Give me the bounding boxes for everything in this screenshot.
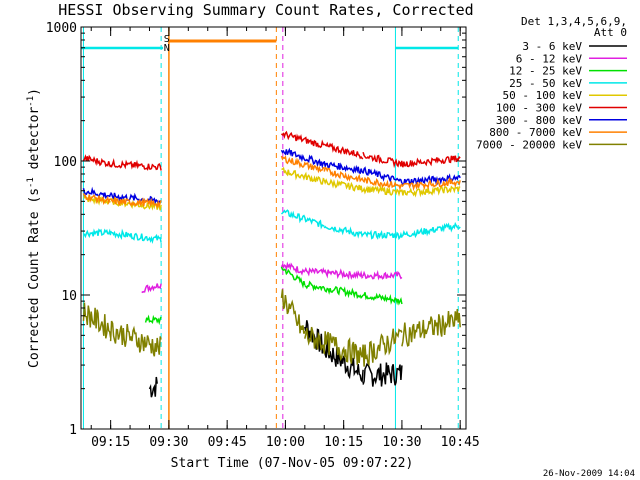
- series-line-7000-20000-keV: [82, 289, 461, 367]
- x-tick-label-10:15: 10:15: [324, 435, 363, 450]
- series-line-6-12-keV: [141, 261, 403, 294]
- svg-text:Corrected Count Rate (s-1 dete: Corrected Count Rate (s-1 detector-1): [26, 88, 42, 368]
- y-axis-label: Corrected Count Rate (s-1 detector-1): [26, 88, 42, 368]
- plot-frame: [80, 26, 467, 430]
- legend-label-0: 3 - 6 keV: [522, 40, 582, 53]
- legend-header-0: Det 1,3,4,5,6,9,: [521, 15, 627, 28]
- flag-s-label: S: [164, 34, 170, 45]
- series-line-12-25-keV: [144, 266, 403, 326]
- y-ticks: 1 10 100 1000: [46, 21, 466, 438]
- legend-header-1: Att 0: [594, 26, 627, 39]
- timestamp: 26-Nov-2009 14:04: [543, 469, 635, 479]
- x-tick-label-10:30: 10:30: [382, 435, 421, 450]
- series-line-800-7000-keV: [82, 155, 461, 209]
- flag-n-label: N: [164, 43, 170, 54]
- y-tick-label-1: 1: [69, 423, 77, 438]
- x-tick-label-09:15: 09:15: [91, 435, 130, 450]
- legend-label-5: 100 - 300 keV: [496, 102, 582, 115]
- series-line-25-50-keV: [83, 209, 461, 244]
- legend-label-6: 300 - 800 keV: [496, 114, 582, 127]
- series-line-3-6-keV: [148, 320, 403, 398]
- series-line-100-300-keV: [82, 130, 461, 171]
- legend-label-4: 50 - 100 keV: [503, 89, 583, 102]
- chart-title: HESSI Observing Summary Count Rates, Cor…: [58, 1, 473, 19]
- x-tick-label-10:45: 10:45: [441, 435, 480, 450]
- y-tick-label-10: 10: [61, 289, 77, 304]
- x-axis-label: Start Time (07-Nov-05 09:07:22): [171, 456, 414, 471]
- x-ticks: 09:15 09:30 09:45 10:00 10:15 10:30 10:45: [90, 27, 480, 450]
- legend-label-3: 25 - 50 keV: [509, 77, 582, 90]
- y-tick-label-1000: 1000: [46, 21, 77, 36]
- x-tick-label-09:45: 09:45: [208, 435, 247, 450]
- series-line-300-800-keV: [82, 147, 461, 206]
- x-tick-label-10:00: 10:00: [266, 435, 305, 450]
- legend-label-7: 800 - 7000 keV: [489, 126, 582, 139]
- legend-label-8: 7000 - 20000 keV: [476, 138, 582, 151]
- x-tick-label-09:30: 09:30: [149, 435, 188, 450]
- legend-label-1: 6 - 12 keV: [516, 52, 583, 65]
- legend-label-2: 12 - 25 keV: [509, 65, 582, 78]
- y-tick-label-100: 100: [54, 155, 77, 170]
